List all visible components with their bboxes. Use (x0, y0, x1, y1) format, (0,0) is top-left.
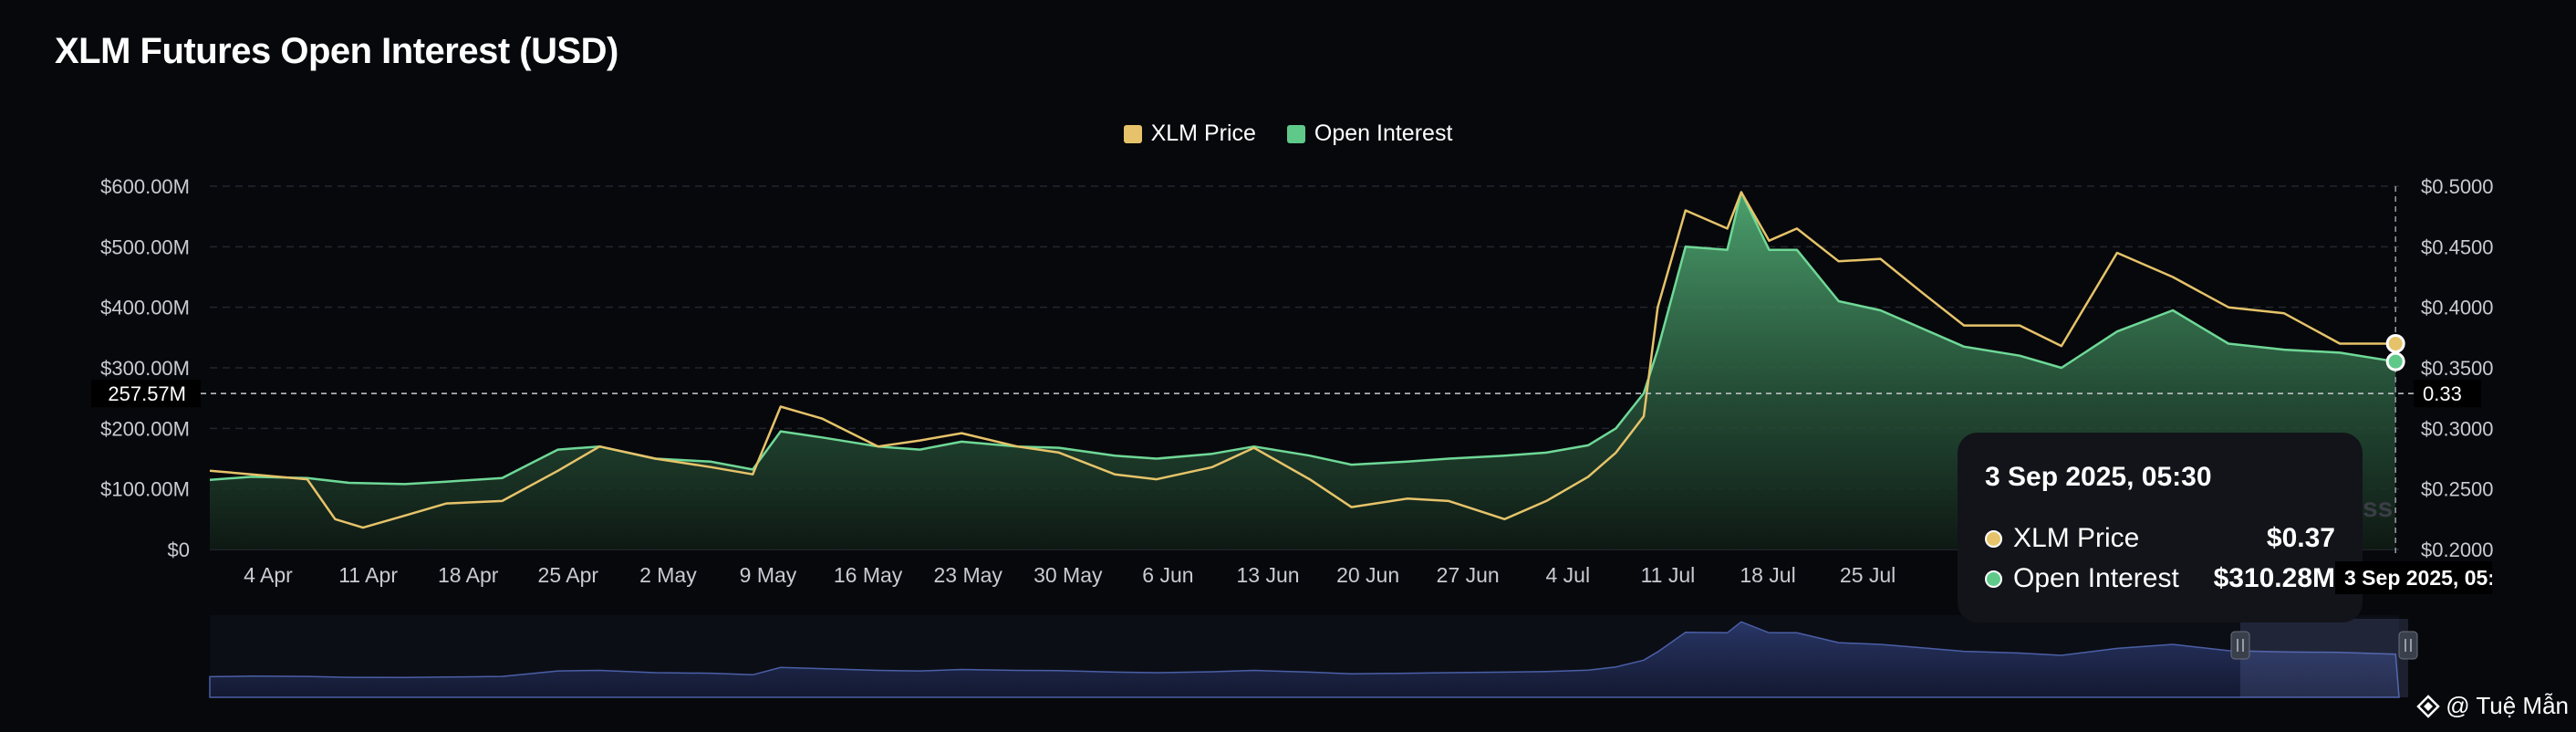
tooltip-value-open-interest: $310.28M (2213, 563, 2335, 593)
x-tick-label: 18 Apr (438, 563, 499, 587)
y-right-tick-label: $0.4500 (2421, 235, 2494, 258)
x-tick-label: 6 Jun (1142, 563, 1193, 587)
x-tick-label: 18 Jul (1740, 563, 1795, 587)
y-left-tick-label: $600.00M (100, 175, 190, 198)
x-tick-label: 23 May (933, 563, 1002, 587)
crosshair-right-label-bg (2414, 380, 2481, 408)
y-left-tick-label: $0 (168, 539, 190, 561)
y-right-tick-label: $0.4000 (2421, 297, 2494, 319)
author-credit-text: @ Tuệ Mẫn (2446, 692, 2569, 719)
x-tick-label: 27 Jun (1437, 563, 1500, 587)
y-right-tick-label: $0.2000 (2421, 539, 2494, 561)
legend-swatch-xlm-price (1123, 124, 1142, 143)
x-tick-label: 4 Apr (244, 563, 293, 587)
open-interest-area-fill (210, 192, 2396, 549)
navigator-handle-right[interactable] (2398, 631, 2418, 660)
x-tick-label: 16 May (834, 563, 903, 587)
tooltip-label-open-interest: Open Interest (2013, 563, 2179, 593)
crosshair-left-label: 257.57M (108, 382, 186, 405)
y-right-tick-label: $0.3000 (2421, 417, 2494, 440)
y-left-tick-label: $100.00M (100, 478, 190, 501)
tooltip-row-xlm-price: XLM Price $0.37 (1985, 518, 2335, 559)
legend-item-open-interest[interactable]: Open Interest (1286, 120, 1453, 147)
open-interest-point-marker (2385, 351, 2405, 371)
y-left-tick-label: $400.00M (100, 297, 190, 319)
y-axis-right: $0.2000 $0.2500 $0.3000 $0.3500 $0.4000 $0.45… (2421, 175, 2494, 561)
tooltip-dot-xlm-price (1985, 529, 2002, 548)
crosshair-right-label: 0.33 (2423, 382, 2462, 405)
chart-legend: XLM Price Open Interest (0, 120, 2576, 147)
x-tick-label: 11 Apr (338, 563, 398, 587)
xlm-price-path (209, 191, 2396, 529)
y-right-tick-label: $0.5000 (2421, 175, 2494, 198)
x-tick-label: 13 Jun (1236, 563, 1299, 587)
range-navigator[interactable] (209, 615, 2418, 698)
tooltip-label-xlm-price: XLM Price (2013, 523, 2140, 553)
x-tick-label: 11 Jul (1641, 563, 1696, 587)
y-left-tick-label: $500.00M (100, 235, 190, 258)
y-right-tick-label: $0.2500 (2421, 478, 2494, 501)
x-tick-label: 25 Jul (1840, 563, 1896, 587)
chart-title: XLM Futures Open Interest (USD) (55, 31, 618, 71)
x-tick-label: 20 Jun (1336, 563, 1399, 587)
y-left-tick-label: $200.00M (100, 417, 190, 440)
xlm-price-line (209, 191, 2396, 529)
legend-label-open-interest: Open Interest (1314, 120, 1453, 146)
x-tick-label: 9 May (740, 563, 797, 587)
author-credit: @ Tuệ Mẫn (2416, 692, 2569, 720)
watermark-text: ss (2363, 493, 2394, 523)
navigator-handle-left[interactable] (2230, 631, 2250, 660)
tooltip-value-xlm-price: $0.37 (2266, 523, 2335, 553)
tooltip-dot-open-interest (1985, 570, 2002, 588)
crosshair: 257.57M 0.33 (91, 186, 2481, 557)
legend-item-xlm-price[interactable]: XLM Price (1123, 120, 1256, 147)
navigator-series (209, 621, 2400, 698)
x-tick-label: 2 May (639, 563, 697, 587)
crosshair-x-label: 3 Sep 2025, 05:30 (2335, 561, 2492, 594)
x-tick-label: 4 Jul (1546, 563, 1591, 587)
tooltip-row-open-interest: Open Interest $310.28M (1985, 559, 2335, 599)
tooltip-date: 3 Sep 2025, 05:30 (1985, 462, 2212, 492)
navigator-selection (2240, 619, 2408, 697)
x-tick-label: 30 May (1034, 563, 1103, 587)
y-right-tick-label: $0.3500 (2421, 357, 2494, 380)
x-tick-label: 25 Apr (538, 563, 599, 587)
crosshair-left-label-bg (91, 380, 201, 408)
y-left-tick-label: $300.00M (100, 357, 190, 380)
xlm-price-point-marker (2385, 333, 2405, 353)
y-axis-left: $0 $100.00M $200.00M $300.00M $400.00M $500.0… (100, 175, 190, 561)
legend-swatch-open-interest (1286, 124, 1305, 143)
x-axis: 4 Apr 11 Apr 18 Apr 25 Apr 2 May 9 May 16 May 2… (244, 563, 1973, 587)
diamond-logo-icon (2416, 694, 2440, 718)
chart-tooltip: 3 Sep 2025, 05:30 XLM Price $0.37 Open I… (1958, 433, 2363, 622)
legend-label-xlm-price: XLM Price (1150, 120, 1256, 146)
